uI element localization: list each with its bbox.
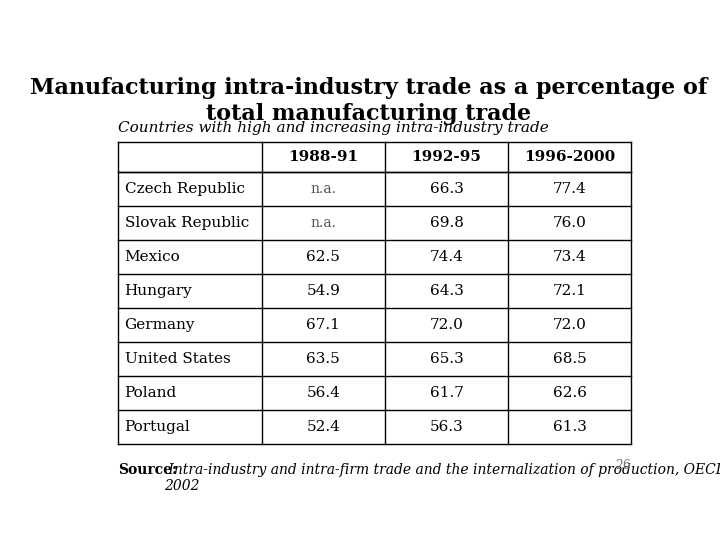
Text: 54.9: 54.9 <box>306 284 340 298</box>
Text: 67.1: 67.1 <box>306 318 340 332</box>
Text: 65.3: 65.3 <box>430 352 464 366</box>
Text: Czech Republic: Czech Republic <box>125 181 245 195</box>
Text: 74.4: 74.4 <box>430 250 464 264</box>
Text: 64.3: 64.3 <box>430 284 464 298</box>
Text: 73.4: 73.4 <box>553 250 587 264</box>
Text: 68.5: 68.5 <box>553 352 587 366</box>
Text: Countries with high and increasing intra-industry trade: Countries with high and increasing intra… <box>118 121 549 135</box>
Text: 1992-95: 1992-95 <box>412 150 482 164</box>
Text: 1996-2000: 1996-2000 <box>524 150 616 164</box>
Text: Slovak Republic: Slovak Republic <box>125 216 249 230</box>
Text: 66.3: 66.3 <box>430 181 464 195</box>
Text: Source:: Source: <box>118 463 177 477</box>
Text: 76.0: 76.0 <box>553 216 587 230</box>
Text: 1988-91: 1988-91 <box>288 150 359 164</box>
Text: 26: 26 <box>616 460 631 472</box>
Text: 72.1: 72.1 <box>553 284 587 298</box>
Text: Manufacturing intra-industry trade as a percentage of
total manufacturing trade: Manufacturing intra-industry trade as a … <box>30 77 708 125</box>
Text: Source:: Source: <box>118 463 177 477</box>
Text: United States: United States <box>125 352 230 366</box>
Text: Germany: Germany <box>125 318 195 332</box>
Text: Portugal: Portugal <box>125 420 190 434</box>
Text: Hungary: Hungary <box>125 284 192 298</box>
Text: 77.4: 77.4 <box>553 181 587 195</box>
Text: Mexico: Mexico <box>125 250 180 264</box>
Text: 62.6: 62.6 <box>553 386 587 400</box>
Text: 52.4: 52.4 <box>306 420 340 434</box>
Text: 69.8: 69.8 <box>430 216 464 230</box>
Text: 56.3: 56.3 <box>430 420 464 434</box>
Text: n.a.: n.a. <box>310 181 336 195</box>
Text: 63.5: 63.5 <box>307 352 340 366</box>
Text: 56.4: 56.4 <box>306 386 340 400</box>
Text: 72.0: 72.0 <box>553 318 587 332</box>
Text: 62.5: 62.5 <box>306 250 340 264</box>
Text: 61.7: 61.7 <box>430 386 464 400</box>
Text: n.a.: n.a. <box>310 216 336 230</box>
Text: Intra-industry and intra-firm trade and the internalization of production, OECD,: Intra-industry and intra-firm trade and … <box>163 463 720 494</box>
Text: Poland: Poland <box>125 386 177 400</box>
Text: 61.3: 61.3 <box>553 420 587 434</box>
Text: 72.0: 72.0 <box>430 318 464 332</box>
